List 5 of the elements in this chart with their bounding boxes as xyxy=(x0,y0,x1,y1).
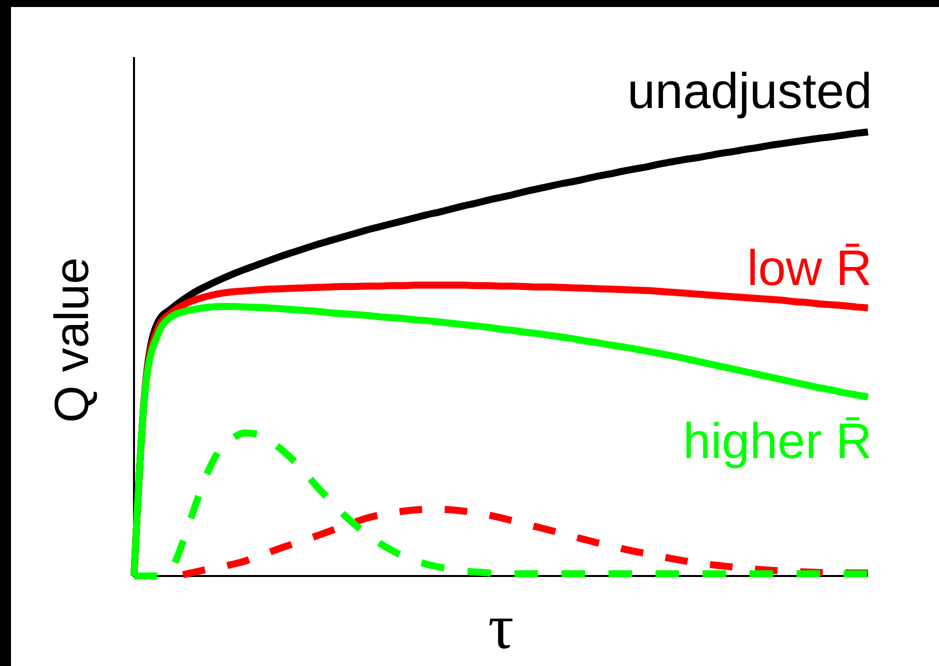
x-axis-title: τ xyxy=(488,591,514,662)
series-label: unadjusted xyxy=(627,63,872,119)
y-axis-title: Q value xyxy=(46,257,98,423)
series-label: low R̄ xyxy=(746,240,872,296)
series-label: higher R̄ xyxy=(683,413,872,470)
